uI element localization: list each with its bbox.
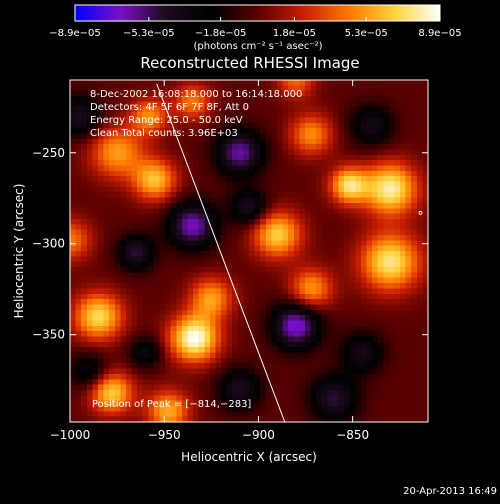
- heatmap-image: [70, 80, 428, 422]
- info-line-time: 8-Dec-2002 16:08:18.000 to 16:14:18.000: [90, 89, 302, 100]
- colorbar-tick-label: 1.8e−05: [273, 28, 316, 39]
- colorbar-tick-label: 8.9e−05: [418, 28, 461, 39]
- peak-position-label: Position of Peak = [−814,−283]: [92, 399, 251, 410]
- footer-date: 20-Apr-2013 16:49: [403, 486, 497, 497]
- info-line-counts: Clean Total counts: 3.96E+03: [90, 128, 238, 139]
- colorbar-tick-label: −5.3e−05: [123, 28, 175, 39]
- x-tick-label: −1000: [50, 428, 91, 442]
- plot-frame: [69, 79, 429, 423]
- y-tick-label: −350: [32, 328, 65, 342]
- info-line-energy: Energy Range: 25.0 - 50.0 keV: [90, 115, 243, 126]
- colorbar-tick-label: −1.8e−05: [195, 28, 247, 39]
- x-axis-label: Heliocentric X (arcsec): [181, 450, 317, 464]
- peak-marker: [418, 210, 423, 215]
- y-axis-label: Heliocentric Y (arcsec): [12, 184, 26, 319]
- info-line-detectors: Detectors: 4F 5F 6F 7F 8F, Att 0: [90, 102, 249, 113]
- chart-title: Reconstructed RHESSI Image: [140, 54, 359, 72]
- observation-info: 8-Dec-2002 16:08:18.000 to 16:14:18.000 …: [90, 89, 302, 139]
- solar-limb-line: [156, 83, 286, 422]
- x-axis-ticks: −1000 −950 −900 −850: [50, 80, 369, 442]
- x-tick-label: −900: [242, 428, 275, 442]
- colorbar: [75, 5, 440, 21]
- colorbar-tick-label: −8.9e−05: [49, 28, 101, 39]
- y-tick-label: −300: [32, 237, 65, 251]
- colorbar-label: (photons cm⁻² s⁻¹ asec⁻²): [193, 41, 322, 52]
- colorbar-frame: [74, 4, 441, 22]
- x-tick-label: −950: [148, 428, 181, 442]
- colorbar-tick-label: 5.3e−05: [345, 28, 388, 39]
- colorbar-ticks: −8.9e−05 −5.3e−05 −1.8e−05 1.8e−05 5.3e−05 8.…: [49, 17, 462, 39]
- y-axis-ticks: −250 −300 −350: [32, 146, 428, 342]
- y-tick-label: −250: [32, 146, 65, 160]
- x-tick-label: −850: [336, 428, 369, 442]
